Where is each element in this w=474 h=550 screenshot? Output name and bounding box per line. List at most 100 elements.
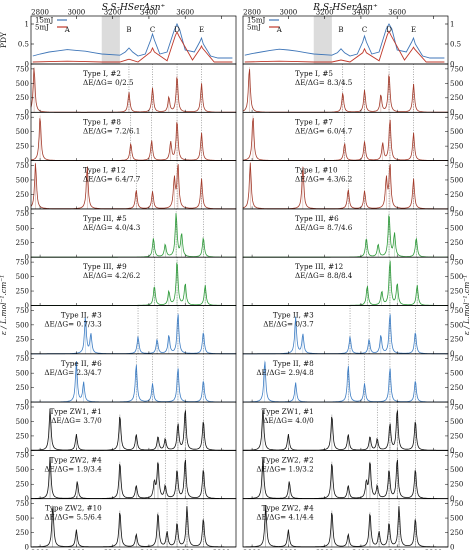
y-tick-label: 0 bbox=[450, 157, 454, 165]
panel-frame bbox=[30, 111, 237, 161]
y-tick-label: 0 bbox=[25, 205, 29, 213]
panel-label-type: Type I, #10 bbox=[295, 166, 338, 175]
panel-label-energy: ΔE/ΔG= 2.3/4.7 bbox=[44, 368, 102, 377]
y-tick-label: 250 bbox=[450, 143, 463, 151]
y-tick-label: 0 bbox=[450, 543, 454, 550]
x-tick-label: 2800 bbox=[31, 9, 49, 17]
y-tick-label: 750 bbox=[450, 403, 463, 411]
band-label: D bbox=[174, 26, 180, 34]
x-tick-label: 3600 bbox=[388, 9, 406, 17]
y-tick-label: 750 bbox=[450, 500, 463, 508]
spectrum-line bbox=[243, 361, 448, 403]
panel-label-type: Type II, #8 bbox=[273, 359, 314, 368]
y-tick-label: 0 bbox=[450, 350, 454, 358]
panel-label-type: Type I, #7 bbox=[295, 117, 333, 126]
column-title: R,S-HSerAsn⁺ bbox=[312, 3, 378, 13]
spectrum-line bbox=[31, 361, 236, 403]
y-tick-label: 250 bbox=[16, 432, 29, 440]
y-tick-label: 0 bbox=[25, 350, 29, 358]
y-tick-label: 250 bbox=[16, 239, 29, 247]
x-tick-label: 3000 bbox=[279, 9, 297, 17]
pdy-series-line bbox=[32, 30, 233, 63]
x-tick-label: 3400 bbox=[140, 9, 158, 17]
panel-frame bbox=[242, 498, 449, 548]
spectrum-line bbox=[30, 163, 236, 210]
panel-label-energy: ΔE/ΔG= 7.2/6.1 bbox=[83, 126, 140, 135]
y-tick-label: 750 bbox=[16, 65, 29, 73]
band-label: B bbox=[126, 26, 131, 34]
y-tick-label: 0 bbox=[450, 495, 454, 503]
y-tick-label: 500 bbox=[450, 128, 463, 136]
y-tick-label: 0 bbox=[450, 61, 454, 69]
y-axis-label-left: ε / L.mol⁻¹.cm⁻¹ bbox=[0, 275, 8, 335]
panel-frame bbox=[242, 63, 449, 113]
y-tick-label: 750 bbox=[450, 355, 463, 363]
panel-label-type: Type I, #2 bbox=[83, 69, 121, 78]
panel-label-type: Type ZW2, #10 bbox=[45, 504, 102, 513]
y-tick-label: 750 bbox=[16, 307, 29, 315]
panel-label-type: Type I, #8 bbox=[83, 117, 121, 126]
spectrum-line bbox=[31, 408, 236, 451]
panel-label-energy: ΔE/ΔG= 1.9/3.4 bbox=[44, 464, 102, 473]
legend-entry: 15mJ bbox=[247, 17, 266, 25]
panel-frame bbox=[30, 498, 237, 548]
y-tick-label: 500 bbox=[16, 225, 29, 233]
y-tick-label: 250 bbox=[16, 94, 29, 102]
y-tick-label: 750 bbox=[450, 452, 463, 460]
y-tick-label: 0.5 bbox=[450, 41, 461, 49]
spectrum-line bbox=[242, 118, 448, 161]
y-tick-label: 250 bbox=[450, 529, 463, 537]
y-tick-label: 500 bbox=[450, 176, 463, 184]
panel-label-energy: ΔE/ΔG= 0.7/3.3 bbox=[44, 320, 102, 329]
y-tick-label: 0 bbox=[25, 109, 29, 117]
y-tick-label: 250 bbox=[16, 529, 29, 537]
y-tick-label: 500 bbox=[450, 273, 463, 281]
panel-label-energy: ΔE/ΔG= 6.0/4.7 bbox=[295, 126, 353, 135]
panel-label-energy: ΔE/ΔG= 1.9/3.2 bbox=[256, 464, 313, 473]
y-tick-label: 500 bbox=[450, 466, 463, 474]
y-tick-label: 500 bbox=[450, 514, 463, 522]
spectrum-line bbox=[31, 213, 236, 258]
column-title: S,S-HSerAsn⁺ bbox=[102, 3, 166, 13]
y-tick-label: 0 bbox=[25, 254, 29, 262]
y-tick-label: 500 bbox=[16, 514, 29, 522]
y-tick-label: 0 bbox=[450, 302, 454, 310]
y-tick-label: 0.5 bbox=[18, 41, 29, 49]
y-tick-label: 250 bbox=[450, 432, 463, 440]
panel-label-type: Type ZW2, #4 bbox=[262, 504, 315, 513]
panel-label-type: Type III, #6 bbox=[295, 214, 339, 223]
y-tick-label: 500 bbox=[450, 418, 463, 426]
panel-frame bbox=[30, 63, 237, 113]
y-tick-label: 250 bbox=[450, 191, 463, 199]
panel-label-energy: ΔE/ΔG= 5.5/6.4 bbox=[44, 513, 102, 522]
y-tick-label: 0 bbox=[25, 543, 29, 550]
legend-entry: 5mJ bbox=[35, 24, 49, 32]
y-axis-label-right: ε / L.mol⁻¹.cm⁻¹ bbox=[462, 275, 471, 335]
band-label: E bbox=[411, 26, 416, 34]
y-tick-label: 750 bbox=[16, 500, 29, 508]
y-tick-label: 0 bbox=[450, 205, 454, 213]
legend-entry: 15mJ bbox=[35, 17, 54, 25]
x-tick-label: 3400 bbox=[352, 9, 370, 17]
panel-label-energy: ΔE/ΔG= 4.0/4.3 bbox=[83, 223, 141, 232]
panel-label-energy: ΔE/ΔG= 4.0/0 bbox=[263, 416, 314, 425]
y-tick-label: 750 bbox=[16, 403, 29, 411]
x-tick-label: 3000 bbox=[67, 9, 85, 17]
y-axis-label-pdy: PDY bbox=[0, 31, 8, 48]
y-tick-label: 500 bbox=[16, 176, 29, 184]
y-tick-label: 500 bbox=[16, 80, 29, 88]
y-tick-label: 750 bbox=[450, 162, 463, 170]
panel-label-energy: ΔE/ΔG= 4.2/6.2 bbox=[83, 271, 140, 280]
y-tick-label: 750 bbox=[450, 210, 463, 218]
band-label: A bbox=[64, 26, 71, 34]
panel-label-energy: ΔE/ΔG= 0/3.7 bbox=[263, 320, 314, 329]
legend-entry: 5mJ bbox=[247, 24, 261, 32]
y-tick-label: 750 bbox=[16, 210, 29, 218]
y-tick-label: 0 bbox=[25, 61, 29, 69]
panel-frame bbox=[242, 111, 449, 161]
gap-band bbox=[313, 16, 332, 64]
y-tick-label: 250 bbox=[450, 481, 463, 489]
y-tick-label: 500 bbox=[450, 80, 463, 88]
spectrum-line bbox=[243, 505, 448, 548]
